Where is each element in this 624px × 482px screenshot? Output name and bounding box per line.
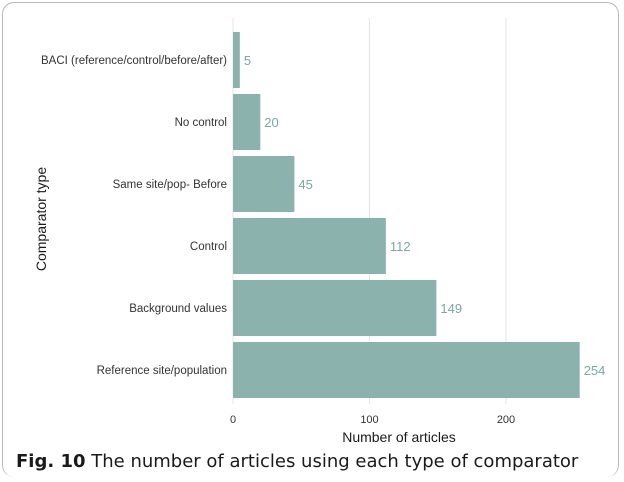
caption-text: The number of articles using each type o…	[91, 451, 579, 472]
x-axis-label: Number of articles	[342, 429, 456, 445]
category-label-2: Same site/pop- Before	[113, 179, 227, 191]
category-label-4: Background values	[129, 303, 227, 315]
category-label-0: BACI (reference/control/before/after)	[41, 55, 227, 67]
bar-5	[233, 342, 580, 398]
bar-4	[233, 280, 437, 336]
bar-0	[233, 32, 240, 88]
caption-label: Fig. 10	[16, 451, 86, 472]
x-tick-label-200: 200	[497, 414, 515, 426]
value-label-4: 149	[440, 301, 462, 316]
x-tick-label-100: 100	[360, 414, 378, 426]
value-label-5: 254	[584, 363, 606, 378]
bar-2	[233, 156, 295, 212]
category-label-1: No control	[175, 117, 227, 129]
category-label-3: Control	[190, 241, 227, 253]
value-label-0: 5	[244, 53, 251, 68]
category-label-5: Reference site/population	[97, 365, 227, 377]
value-label-3: 112	[390, 239, 411, 254]
bar-1	[233, 94, 261, 150]
value-label-2: 45	[298, 177, 312, 192]
x-tick-labels: 0 100 200	[230, 414, 515, 426]
x-tick-label-0: 0	[230, 414, 236, 426]
value-labels: 5 20 45 112 149 254	[244, 53, 606, 378]
figure-frame	[2, 2, 619, 477]
category-labels: BACI (reference/control/before/after) No …	[41, 55, 227, 377]
y-axis-label: Comparator type	[33, 167, 49, 271]
figure-caption: Fig. 10 The number of articles using eac…	[16, 451, 578, 472]
bar-3	[233, 218, 386, 274]
bar-chart: BACI (reference/control/before/after) No …	[33, 18, 606, 445]
value-label-1: 20	[264, 115, 278, 130]
bars	[233, 32, 580, 398]
